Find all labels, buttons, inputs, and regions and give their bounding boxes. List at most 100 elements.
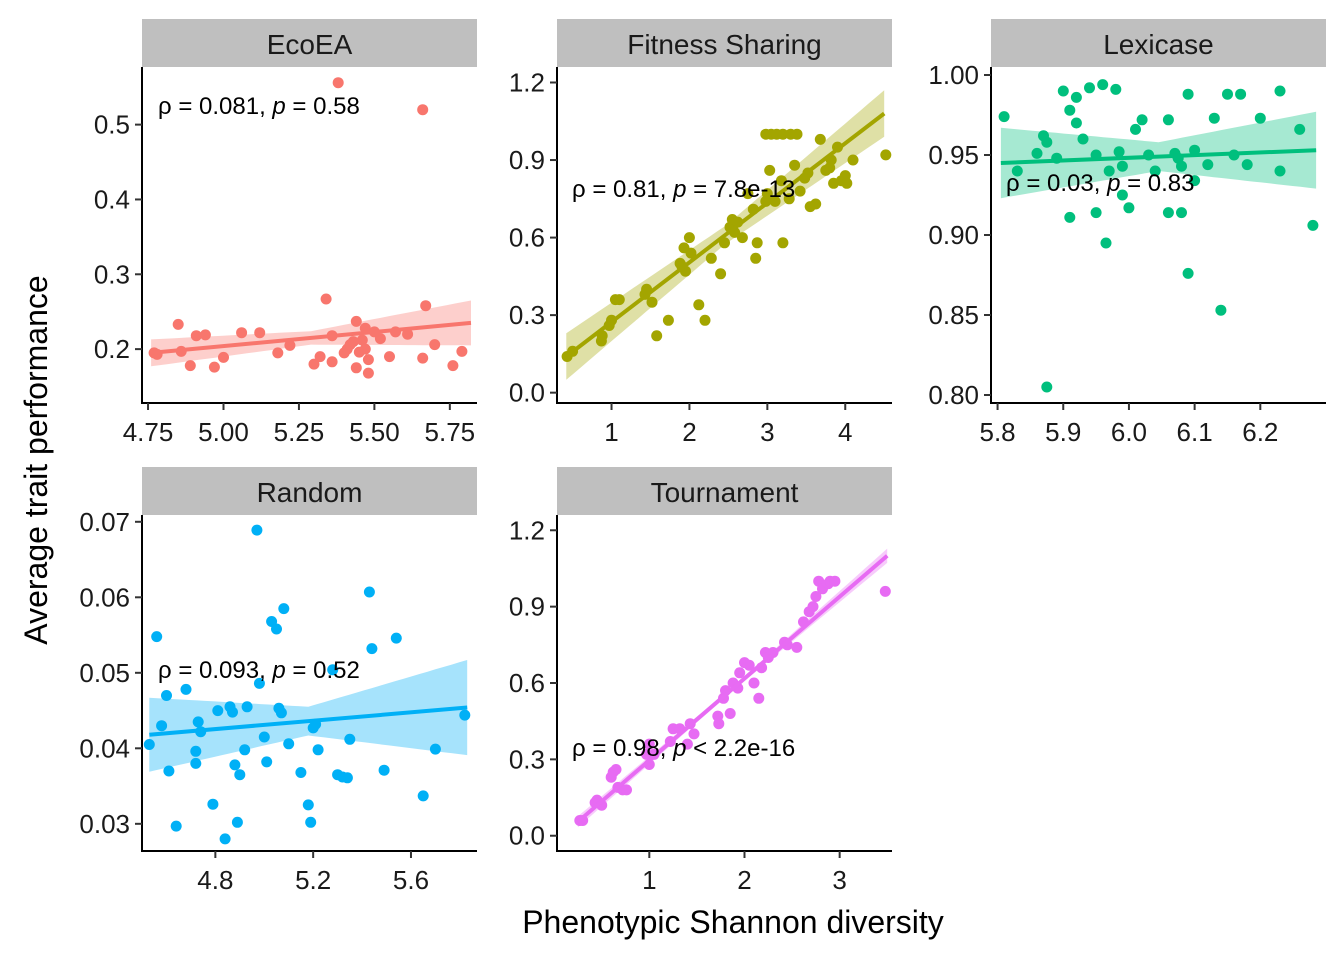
data-point	[362, 354, 374, 366]
data-point	[192, 716, 204, 728]
data-point	[1110, 83, 1122, 95]
data-point	[810, 198, 822, 210]
data-point	[320, 293, 332, 305]
data-point	[742, 188, 754, 200]
y-tick-label: 0.3	[94, 259, 130, 289]
data-point	[190, 745, 202, 757]
data-point	[314, 351, 326, 363]
data-point	[378, 764, 390, 776]
data-point	[1064, 211, 1076, 223]
data-point	[275, 707, 287, 719]
strip-background	[557, 19, 892, 67]
data-point	[791, 128, 803, 140]
data-point	[271, 623, 282, 635]
data-point	[190, 330, 202, 342]
data-point	[748, 677, 760, 689]
facet-label: Random	[257, 477, 363, 508]
data-point	[161, 690, 172, 701]
data-point	[1254, 112, 1266, 124]
data-point	[1274, 85, 1286, 97]
data-point	[807, 601, 819, 613]
data-point	[1116, 160, 1128, 172]
data-point	[688, 728, 700, 740]
data-point	[231, 816, 243, 828]
data-point	[847, 154, 859, 166]
data-point	[344, 733, 356, 745]
data-point	[1057, 85, 1069, 97]
data-point	[283, 738, 295, 750]
data-point	[302, 799, 314, 811]
data-point	[1090, 207, 1102, 219]
data-point	[1070, 91, 1082, 103]
regression-line	[565, 111, 886, 359]
x-tick-label: 3	[760, 417, 774, 447]
strip-background	[991, 19, 1326, 67]
data-point	[429, 743, 441, 755]
data-point	[156, 720, 168, 732]
data-point	[420, 300, 432, 312]
x-tick-label: 5.8	[979, 417, 1015, 447]
data-point	[791, 641, 803, 653]
data-point	[1064, 104, 1076, 116]
data-point	[814, 133, 826, 145]
facet-label: Lexicase	[1103, 29, 1214, 60]
y-tick-label: 0.9	[509, 145, 545, 175]
data-point	[218, 351, 229, 363]
data-point	[783, 193, 795, 205]
data-point	[1162, 207, 1174, 219]
data-point	[1041, 136, 1053, 148]
data-point	[241, 701, 253, 713]
x-tick-label: 5.9	[1045, 417, 1081, 447]
x-tick-label: 4	[838, 417, 852, 447]
data-point	[363, 586, 375, 598]
panel-random: Random 0.03 0.04 0.05 0.06 0.07 4.8 5.2 5.6 ρ = 0…	[79, 467, 477, 895]
data-point	[613, 294, 625, 306]
data-point	[447, 360, 459, 372]
data-point	[312, 744, 324, 756]
facet-label: EcoEA	[267, 29, 353, 60]
confidence-band	[149, 660, 468, 772]
data-point	[693, 299, 705, 311]
data-point	[1241, 159, 1253, 171]
data-point	[1116, 189, 1128, 201]
data-point	[356, 334, 368, 346]
correlation-annotation: ρ = 0.081, p = 0.58	[158, 93, 360, 120]
data-point	[362, 367, 374, 379]
data-point	[777, 128, 789, 140]
y-tick-label: 0.07	[79, 507, 130, 537]
panel-tournament: Tournament 0.0 0.3 0.6 0.9 1.2 1 2 3 ρ = 0.98, p …	[509, 467, 892, 895]
correlation-annotation: ρ = 0.03, p = 0.83	[1006, 170, 1194, 197]
data-point	[1103, 165, 1115, 177]
data-point	[1235, 88, 1247, 100]
data-point	[261, 756, 273, 768]
data-point	[305, 816, 317, 828]
data-point	[880, 149, 892, 161]
data-point	[643, 738, 655, 750]
data-point	[417, 352, 429, 364]
data-point	[332, 77, 344, 89]
data-point	[341, 772, 353, 784]
correlation-annotation: ρ = 0.81, p = 7.8e-13	[572, 176, 795, 203]
x-tick-label: 3	[832, 865, 846, 895]
y-tick-label: 0.0	[509, 378, 545, 408]
panels-group: EcoEA 0.2 0.3 0.4 0.5 4.75 5.00 5.25 5.50 5.75 ρ =…	[79, 19, 1326, 895]
y-tick-label: 0.05	[79, 658, 130, 688]
data-point	[1222, 88, 1233, 100]
data-point	[794, 185, 806, 197]
y-tick-label: 0.6	[509, 668, 545, 698]
y-tick-label: 0.0	[509, 821, 545, 851]
data-point	[1011, 165, 1023, 177]
panel-ecoea: EcoEA 0.2 0.3 0.4 0.5 4.75 5.00 5.25 5.50 5.75 ρ =…	[94, 19, 477, 447]
data-point	[685, 247, 697, 259]
x-tick-label: 6.2	[1242, 417, 1278, 447]
data-point	[1294, 123, 1306, 135]
data-point	[1031, 147, 1043, 159]
y-tick-label: 0.04	[79, 733, 130, 763]
y-tick-label: 0.03	[79, 809, 130, 839]
data-point	[1162, 114, 1174, 126]
data-point	[417, 790, 429, 802]
data-point	[1182, 267, 1194, 279]
data-point	[219, 833, 231, 845]
y-tick-label: 1.2	[509, 515, 545, 545]
